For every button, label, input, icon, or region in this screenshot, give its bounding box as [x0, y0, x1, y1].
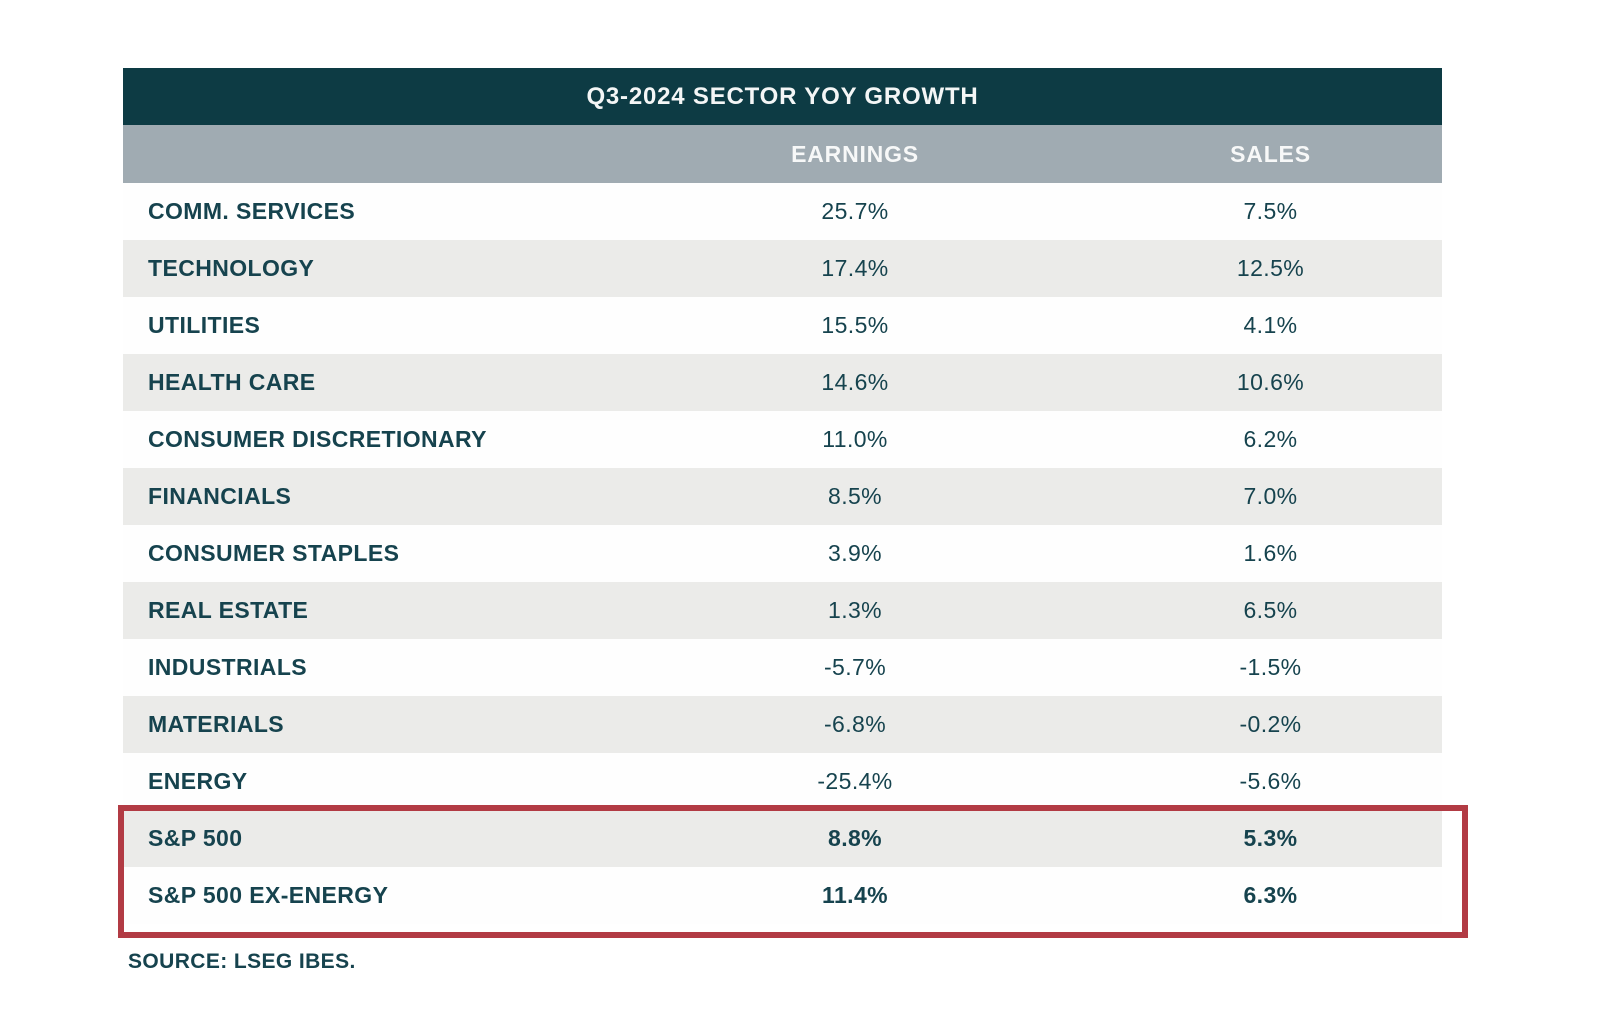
- row-sector-label: CONSUMER DISCRETIONARY: [148, 426, 487, 452]
- row-sales-value: 10.6%: [1236, 369, 1305, 395]
- table-row: INDUSTRIALS -5.7% -1.5%: [123, 639, 1442, 696]
- table-row: S&P 500 8.8% 5.3%: [123, 810, 1442, 867]
- table-row: HEALTH CARE 14.6% 10.6%: [123, 354, 1442, 411]
- row-sales-value: 6.5%: [1243, 597, 1298, 623]
- row-sector-label: MATERIALS: [148, 711, 285, 737]
- row-sector-label: INDUSTRIALS: [148, 654, 308, 680]
- table-title: Q3-2024 SECTOR YOY GROWTH: [586, 82, 979, 110]
- header-earnings: EARNINGS: [791, 140, 919, 167]
- row-sales-value: 4.1%: [1243, 312, 1298, 338]
- row-earnings-value: 25.7%: [821, 198, 889, 224]
- table-row: MATERIALS -6.8% -0.2%: [123, 696, 1442, 753]
- row-earnings-value: 8.8%: [828, 825, 883, 851]
- row-earnings-value: 11.0%: [822, 426, 888, 452]
- row-sector-label: TECHNOLOGY: [148, 255, 315, 281]
- row-sales-value: 7.0%: [1243, 483, 1298, 509]
- row-earnings-value: 14.6%: [821, 369, 889, 395]
- row-sector-label: S&P 500 EX-ENERGY: [148, 882, 389, 908]
- table-row: COMM. SERVICES 25.7% 7.5%: [123, 183, 1442, 240]
- row-earnings-value: 17.4%: [821, 255, 889, 281]
- source-note: SOURCE: LSEG IBES.: [128, 950, 356, 973]
- row-sector-label: UTILITIES: [148, 312, 261, 338]
- row-sector-label: REAL ESTATE: [148, 597, 309, 623]
- table-title-bar: Q3-2024 SECTOR YOY GROWTH: [123, 68, 1442, 125]
- row-earnings-value: 3.9%: [828, 540, 883, 566]
- row-sector-label: ENERGY: [148, 768, 248, 794]
- row-sales-value: 6.3%: [1243, 882, 1298, 908]
- row-sector-label: CONSUMER STAPLES: [148, 540, 400, 566]
- row-sales-value: 1.6%: [1243, 540, 1298, 566]
- table-body: COMM. SERVICES 25.7% 7.5% TECHNOLOGY 17.…: [123, 183, 1442, 924]
- table-header-row: EARNINGS SALES: [123, 125, 1442, 183]
- row-sales-value: 7.5%: [1243, 198, 1298, 224]
- row-sales-value: -5.6%: [1239, 768, 1302, 794]
- table-row: REAL ESTATE 1.3% 6.5%: [123, 582, 1442, 639]
- row-sales-value: -1.5%: [1239, 654, 1302, 680]
- row-sales-value: 5.3%: [1243, 825, 1298, 851]
- sector-growth-table: Q3-2024 SECTOR YOY GROWTH EARNINGS SALES…: [118, 68, 1468, 938]
- row-earnings-value: 8.5%: [828, 483, 883, 509]
- row-sales-value: 12.5%: [1236, 255, 1305, 281]
- row-sector-label: COMM. SERVICES: [148, 198, 356, 224]
- row-sector-label: HEALTH CARE: [148, 369, 316, 395]
- row-sales-value: 6.2%: [1243, 426, 1298, 452]
- row-earnings-value: -6.8%: [823, 711, 887, 737]
- row-earnings-value: 15.5%: [821, 312, 889, 338]
- row-sales-value: -0.2%: [1239, 711, 1302, 737]
- table-row: FINANCIALS 8.5% 7.0%: [123, 468, 1442, 525]
- table-row: UTILITIES 15.5% 4.1%: [123, 297, 1442, 354]
- table-row: TECHNOLOGY 17.4% 12.5%: [123, 240, 1442, 297]
- table-row: ENERGY -25.4% -5.6%: [123, 753, 1442, 810]
- row-sector-label: S&P 500: [148, 825, 243, 851]
- row-earnings-value: 11.4%: [822, 882, 888, 908]
- row-earnings-value: 1.3%: [828, 597, 883, 623]
- row-earnings-value: -5.7%: [823, 654, 887, 680]
- table-row: CONSUMER DISCRETIONARY 11.0% 6.2%: [123, 411, 1442, 468]
- table-row: S&P 500 EX-ENERGY 11.4% 6.3%: [123, 867, 1442, 924]
- row-sector-label: FINANCIALS: [148, 483, 292, 509]
- header-sales: SALES: [1230, 140, 1311, 167]
- row-earnings-value: -25.4%: [817, 768, 893, 794]
- table-row: CONSUMER STAPLES 3.9% 1.6%: [123, 525, 1442, 582]
